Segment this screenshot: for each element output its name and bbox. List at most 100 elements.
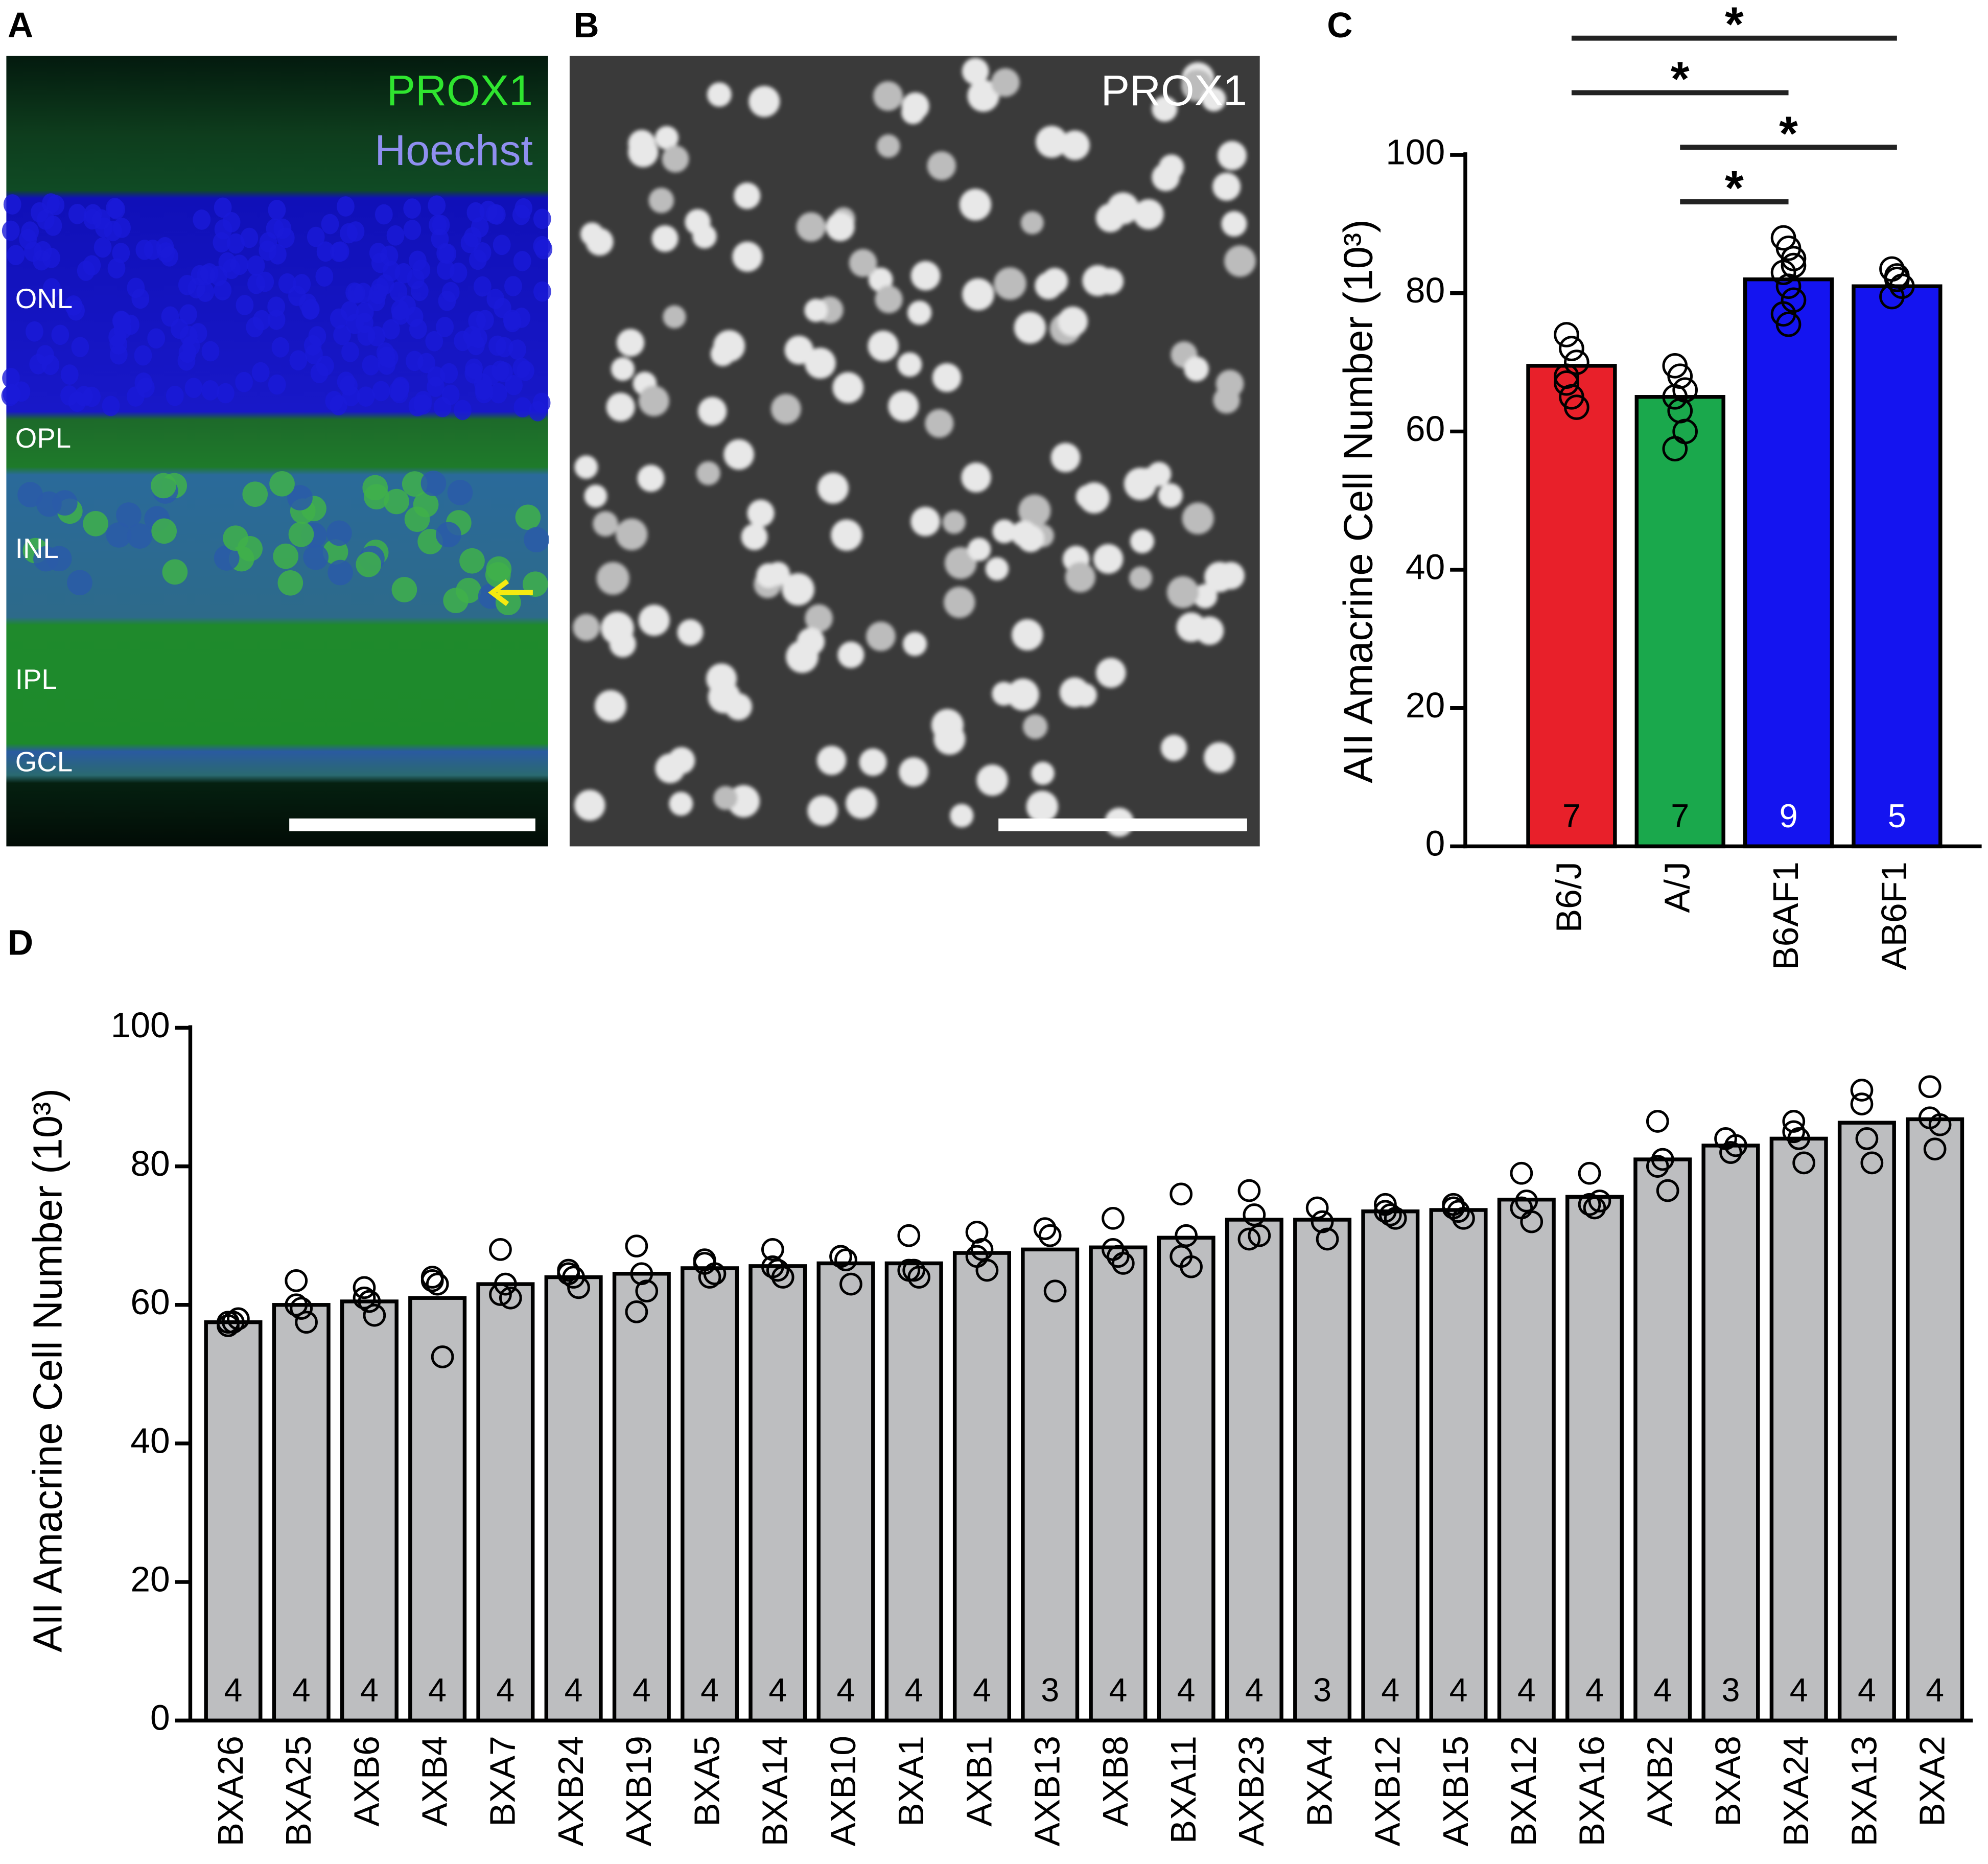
y-tick-label: 100 [111,1005,170,1045]
nucleus [2,220,20,241]
data-point [761,1255,784,1278]
nucleus [268,200,286,220]
nucleus [412,259,431,280]
cell [899,757,928,787]
cell [606,392,635,422]
y-axis-label: AII Amacrine Cell Number (10³) [25,1088,70,1652]
cell [1073,683,1097,707]
cell [868,331,899,362]
nucleus [333,324,351,345]
nucleus [533,236,551,257]
cell [1224,245,1256,277]
nucleus [269,471,295,497]
cell [1031,761,1055,785]
nucleus [162,559,188,585]
cell [903,632,927,656]
nucleus [83,386,101,407]
cell [628,130,656,157]
bar [1526,364,1617,849]
data-point [499,1286,522,1310]
nucleus [512,358,531,378]
nucleus [193,209,211,230]
data-point [1564,394,1589,420]
data-point [562,1266,585,1289]
nucleus [33,546,59,572]
channel-label: PROX1 [387,66,533,114]
cell [1166,576,1199,609]
data-point [1237,1227,1261,1251]
layer-label: INL [15,533,59,564]
nucleus [60,364,79,385]
cell [944,587,975,618]
data-point [1724,1134,1747,1157]
significance-label: * [1779,106,1798,160]
data-point [1782,1120,1806,1144]
bar [544,1275,603,1722]
nucleus [277,570,303,596]
cell [991,68,1020,97]
data-point [217,1311,240,1334]
nucleus [341,342,359,362]
nucleus [252,310,271,331]
nucleus [116,502,142,528]
nucleus [382,261,401,282]
cell [1058,307,1088,337]
nucleus [236,295,254,315]
cell [1018,494,1051,527]
data-point [1559,336,1584,361]
cell [877,134,900,158]
data-point [1243,1203,1266,1226]
data-point [1237,1179,1261,1202]
data-point [358,1290,381,1313]
cell [1093,544,1124,574]
cell [931,709,964,741]
nucleus [108,327,126,347]
nucleus [486,204,504,224]
data-point [1662,436,1688,462]
nucleus [214,219,232,240]
bar [1565,1195,1624,1722]
data-point [420,1266,444,1289]
x-tick-label: AXB15 [1436,1736,1476,1846]
n-label: 4 [1381,1672,1399,1709]
data-point [1918,1106,1942,1130]
nucleus [179,325,198,346]
nucleus [533,208,551,229]
nucleus [184,378,203,398]
nucleus [482,365,501,386]
data-point [1850,1092,1874,1115]
n-label: 5 [1888,798,1906,834]
data-point [839,1272,862,1296]
data-point [1775,311,1802,337]
cell [1096,658,1126,688]
bar [1361,1209,1420,1722]
channel-label: Hoechst [375,126,533,174]
nucleus [345,282,363,303]
n-label: 7 [1562,798,1581,834]
data-point [766,1259,789,1282]
cell [669,791,693,816]
layer-label: GCL [15,746,73,777]
nucleus [201,380,220,401]
cell [655,126,679,150]
nucleus [42,247,60,268]
nucleus [436,316,454,337]
data-point [494,1272,517,1296]
nucleus [493,235,511,255]
nucleus [466,202,485,223]
nucleus [51,324,69,345]
n-label: 4 [1585,1672,1604,1709]
nucleus [3,194,21,215]
n-label: 4 [292,1672,311,1709]
cell [859,748,887,776]
cell [1133,199,1164,230]
nucleus [433,397,452,417]
nucleus [68,391,86,412]
x-tick-label: BXA16 [1572,1736,1611,1846]
nucleus [67,570,92,596]
cell [1221,211,1247,237]
nucleus [459,548,485,574]
x-tick-label: AXB2 [1640,1736,1680,1827]
bar [1429,1208,1488,1722]
data-point [635,1279,659,1303]
